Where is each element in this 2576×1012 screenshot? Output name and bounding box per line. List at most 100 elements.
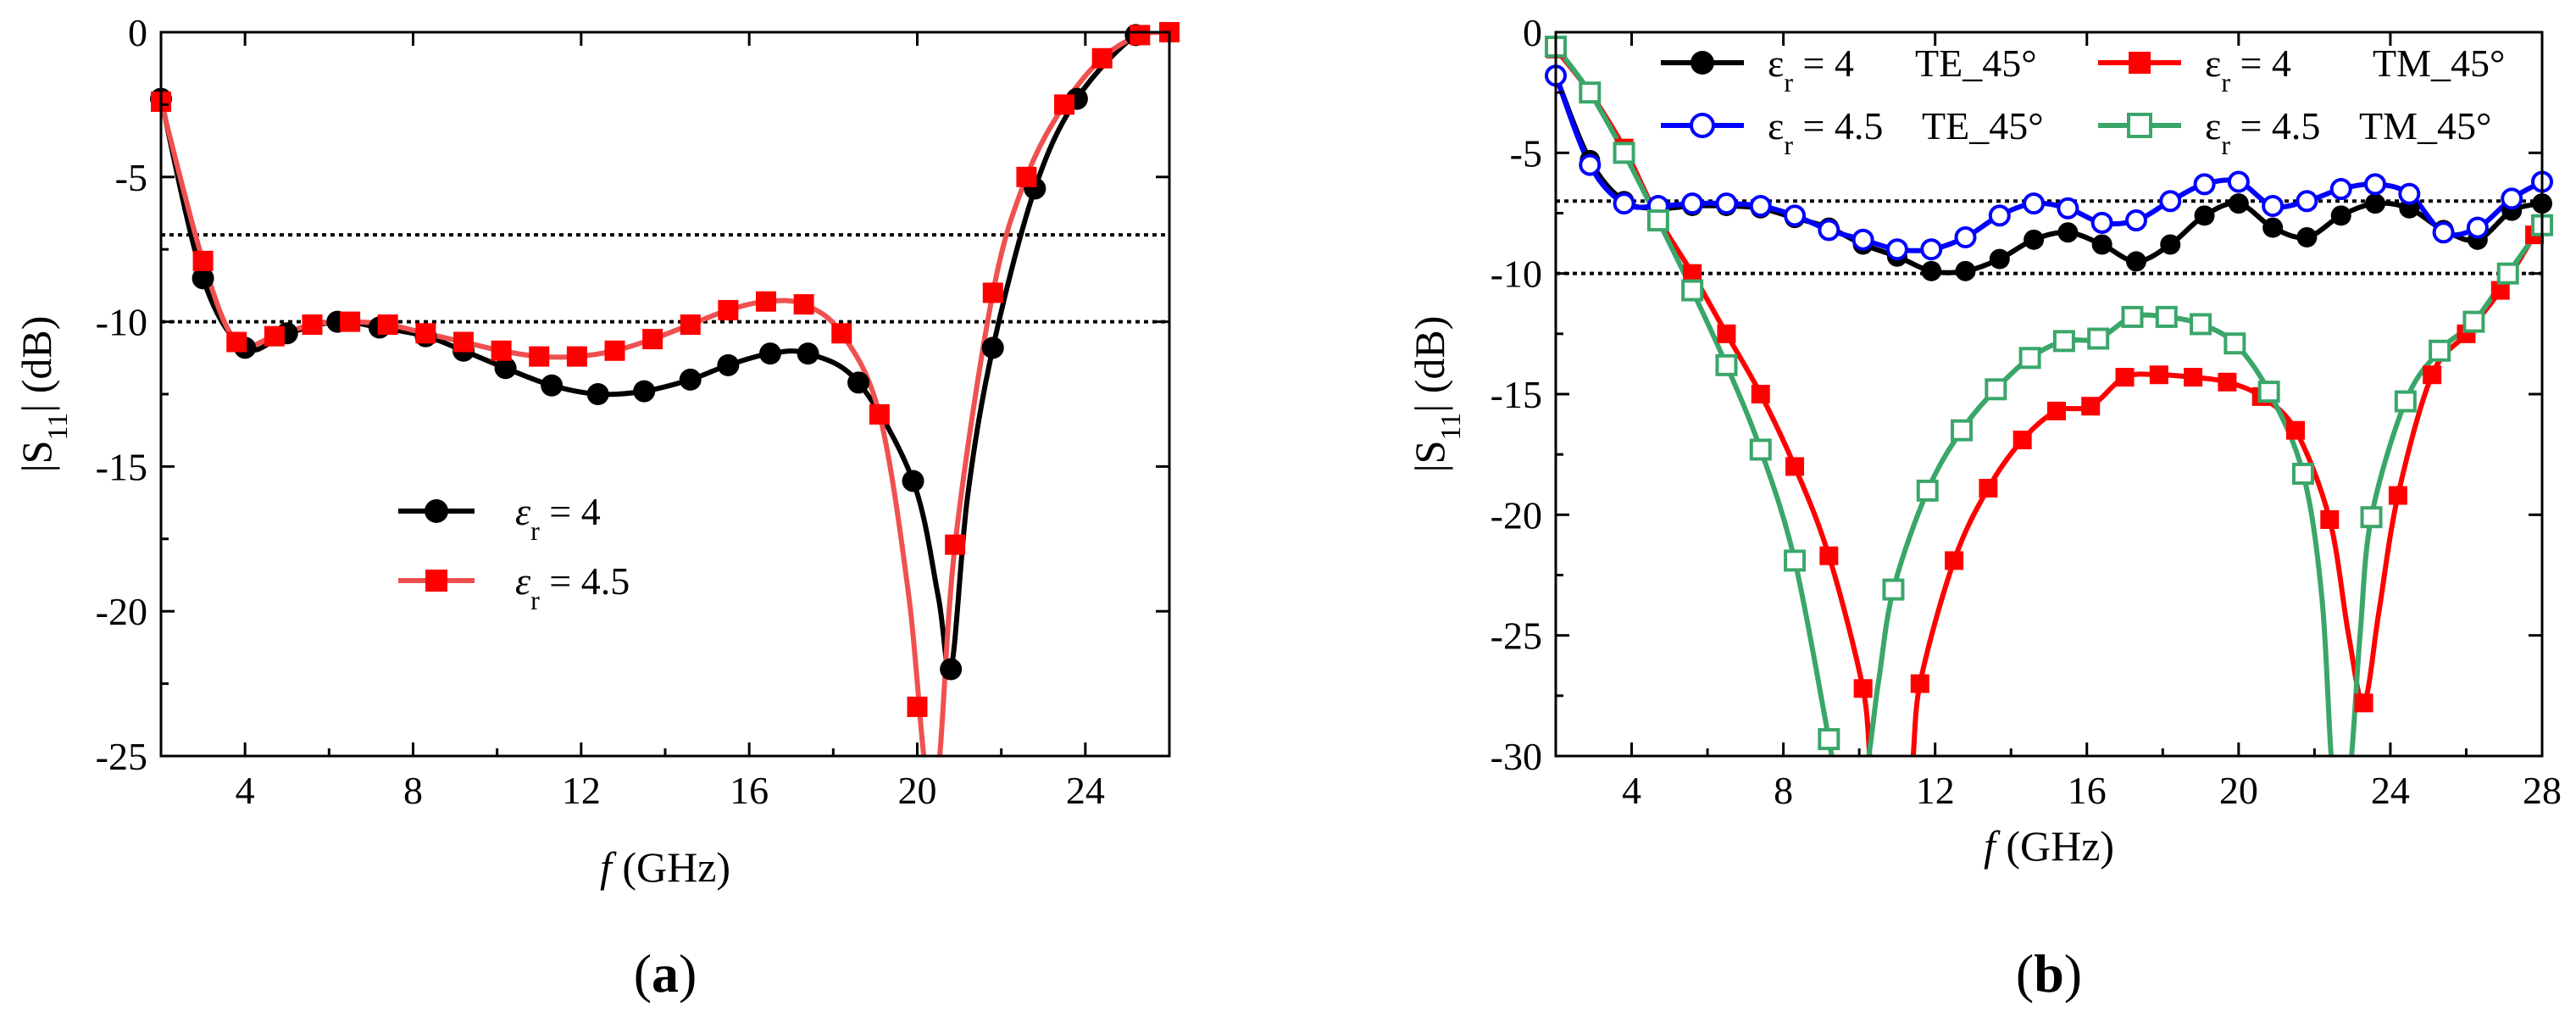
legend-marker-b-er4-te	[1690, 51, 1714, 75]
data-point-b-1	[1683, 264, 1702, 283]
data-point-b-2	[1715, 192, 1738, 215]
data-point-a-1	[415, 323, 436, 344]
x-tick-label-a: 20	[898, 769, 937, 812]
y-tick-label-a: -10	[96, 301, 147, 344]
x-tick-label-a: 16	[730, 769, 769, 812]
data-point-a-1	[907, 696, 928, 717]
data-point-b-3	[2462, 310, 2485, 333]
data-point-b-2	[1954, 225, 1977, 248]
data-point-b-2	[1885, 238, 1908, 261]
data-point-a-0	[758, 342, 781, 365]
data-point-a-1	[718, 299, 739, 320]
data-point-b-3	[1646, 209, 1669, 232]
y-tick-label-a: 0	[128, 11, 147, 54]
data-point-b-2	[2023, 192, 2046, 215]
data-point-b-3	[1784, 549, 1807, 572]
data-point-b-3	[2018, 347, 2041, 370]
chart-panel-a: 4 8 12 16 20 24 0 -5 -10 -15 -20 -25 f (GHz) |S11| …	[13, 11, 1180, 1004]
legend-label-b-er4-te: εr = 4	[1768, 42, 1854, 97]
legend-label-b-er45-tm: εr = 4.5	[2205, 104, 2320, 160]
data-point-b-3	[1613, 142, 1635, 164]
data-point-b-1	[1751, 385, 1770, 403]
data-point-b-3	[2223, 332, 2246, 355]
data-point-b-0	[2262, 217, 2284, 238]
x-tick-label-b: 4	[1622, 769, 1641, 812]
y-tick-label-b: -20	[1491, 493, 1542, 537]
x-tick-label-b: 24	[2371, 769, 2410, 812]
data-point-b-1	[2354, 693, 2373, 713]
data-point-b-2	[2296, 190, 2318, 213]
data-point-b-2	[2090, 211, 2113, 234]
y-tick-label-a: -5	[115, 156, 147, 199]
data-point-b-3	[2496, 262, 2519, 285]
data-point-b-3	[2087, 327, 2110, 350]
x-tick-label-b: 28	[2523, 769, 2562, 812]
data-point-b-3	[1882, 578, 1905, 601]
series-line-b-2	[1556, 75, 2542, 253]
y-tick-label-a: -20	[96, 590, 147, 633]
data-point-b-0	[2330, 205, 2351, 226]
axes-frame-a	[159, 31, 1171, 758]
legend-b: εr = 4 TE_45° εr = 4 TM_45° εr = 4.5 TE_…	[1661, 42, 2505, 160]
y-tick-label-b: -25	[1491, 614, 1542, 658]
data-point-b-2	[1749, 194, 1772, 217]
data-point-a-0	[797, 342, 819, 365]
data-point-a-1	[869, 403, 890, 425]
data-point-a-1	[192, 250, 214, 271]
data-point-b-3	[2429, 339, 2451, 362]
data-point-b-2	[1579, 153, 1602, 176]
data-point-b-0	[2057, 222, 2079, 243]
series-line-b-3	[1556, 45, 2542, 756]
data-point-b-2	[2466, 216, 2489, 239]
data-point-b-3	[2052, 330, 2075, 353]
series-line-b-1	[1556, 47, 2542, 756]
markers-a	[150, 22, 1180, 717]
data-point-b-2	[2501, 187, 2523, 210]
data-point-b-3	[2291, 462, 2314, 485]
data-point-a-0	[940, 658, 963, 681]
y-tick-label-b: -30	[1491, 735, 1542, 778]
legend-entry-b-er4-te: εr = 4 TE_45°	[1661, 42, 2037, 97]
ticks-b: 4 8 12 16 20 24 28 0 -5 -10 -15 -20 -25 -30	[1491, 11, 2562, 812]
data-point-b-0	[2160, 234, 2181, 255]
chart-panel-b: 4 8 12 16 20 24 28 0 -5 -10 -15 -20 -25 -30 f (GHz) |…	[1406, 11, 2562, 1004]
panel-label-a: (a)	[634, 943, 697, 1004]
data-point-a-1	[945, 534, 966, 555]
legend-label-a-er4: εr = 4	[515, 490, 601, 546]
plot-area-a	[161, 32, 1169, 756]
y-tick-label-a: -15	[96, 445, 147, 488]
x-tick-label-b: 20	[2219, 769, 2258, 812]
legend-mode-b-er45-tm: TM_45°	[2359, 104, 2491, 147]
data-point-b-2	[2262, 194, 2285, 217]
data-point-b-2	[1784, 204, 1807, 227]
legend-marker-b-er45-te	[1690, 113, 1715, 138]
data-point-a-1	[529, 346, 550, 367]
legend-label-b-er4-tm: εr = 4	[2205, 42, 2291, 97]
x-axis-title-b: f (GHz)	[1984, 822, 2114, 870]
data-point-a-1	[831, 323, 852, 344]
legend-marker-b-er45-tm	[2127, 113, 2152, 138]
data-point-b-2	[2398, 182, 2421, 205]
data-point-b-1	[1819, 546, 1839, 565]
data-point-a-1	[1091, 47, 1113, 69]
data-point-a-1	[982, 282, 1003, 303]
data-point-b-2	[1681, 192, 1704, 215]
data-point-a-1	[793, 294, 814, 315]
data-point-b-0	[2091, 234, 2112, 255]
legend-label-a-er45: εr = 4.5	[515, 559, 630, 615]
y-tick-label-b: -5	[1510, 131, 1542, 175]
data-point-a-1	[756, 291, 776, 312]
x-tick-label-a: 4	[236, 769, 255, 812]
series-line-a-0	[161, 32, 1169, 675]
data-point-b-1	[2046, 401, 2066, 420]
data-point-b-1	[2184, 368, 2203, 387]
data-point-b-2	[1613, 192, 1635, 215]
series-line-a-1	[161, 32, 1169, 756]
legend-marker-b-er4-tm	[2129, 52, 2151, 74]
data-point-a-1	[604, 340, 625, 361]
data-point-b-2	[1988, 204, 2011, 227]
legend-a: εr = 4 εr = 4.5	[398, 490, 630, 615]
data-point-a-1	[1054, 94, 1075, 115]
data-point-a-0	[902, 470, 924, 492]
